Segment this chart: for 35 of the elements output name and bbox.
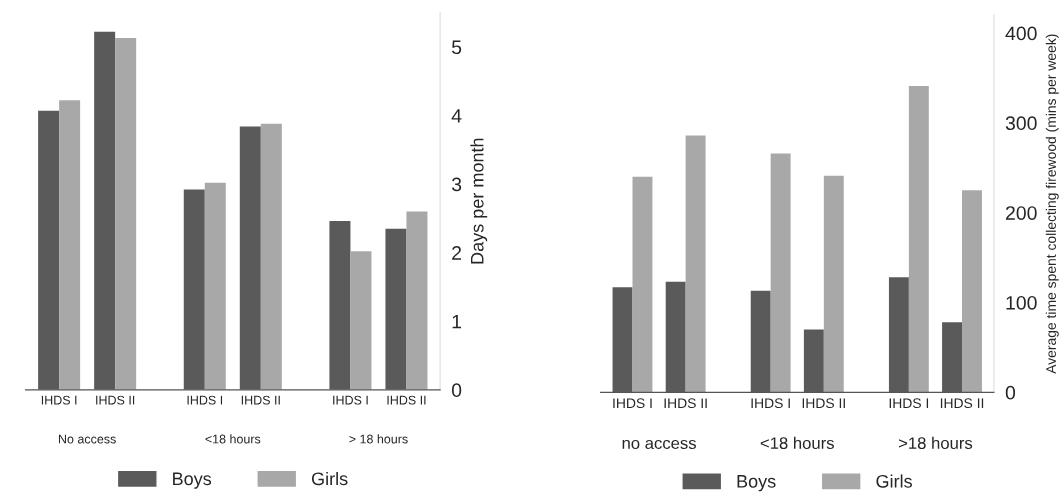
x-tick-label: IHDS II: [664, 398, 707, 409]
text: >18 hours: [898, 436, 973, 450]
y-tick-label: 2: [452, 246, 462, 260]
x-tick-label: IHDS II: [241, 395, 280, 405]
x-tick-label: IHDS I: [613, 398, 652, 409]
legend-label: Boys: [173, 472, 212, 489]
y-tick-label: 300: [1005, 116, 1037, 131]
y-tick-label: 400: [1005, 26, 1037, 41]
legend-label: Girls: [311, 471, 348, 486]
x-tick-label: IHDS II: [387, 395, 426, 405]
text: <18 hours: [205, 434, 261, 444]
y-tick-label: 0: [1005, 385, 1016, 400]
legend-label: Girls: [876, 474, 912, 488]
x-tick-label: IHDS I: [751, 398, 790, 409]
x-tick-label: IHDS II: [96, 395, 135, 405]
y-tick-label: 4: [451, 109, 462, 123]
y-axis-title: Days per month: [470, 138, 488, 264]
y-tick-label: 0: [451, 383, 462, 398]
x-tick-label: IHDS I: [41, 395, 77, 405]
y-axis-title: Average time spent collecting firewood (mins per week): [1045, 34, 1059, 374]
y-tick-label: 200: [1005, 206, 1037, 220]
x-tick-label: IHDS I: [333, 395, 368, 405]
text: > 18 hours: [349, 434, 408, 444]
x-tick-label: IHDS II: [940, 398, 984, 409]
text: no access: [622, 439, 696, 450]
x-tick-label: IHDS I: [889, 398, 929, 409]
x-tick-label: IHDS I: [187, 395, 223, 405]
text: <18 hours: [760, 436, 834, 450]
legend-label: Boys: [737, 475, 776, 492]
text: No access: [58, 434, 116, 444]
y-tick-label: 100: [1006, 295, 1037, 310]
y-tick-label: 1: [452, 314, 462, 329]
y-tick-label: 3: [451, 177, 462, 192]
y-tick-label: 5: [451, 40, 462, 55]
x-tick-label: IHDS II: [802, 398, 845, 409]
